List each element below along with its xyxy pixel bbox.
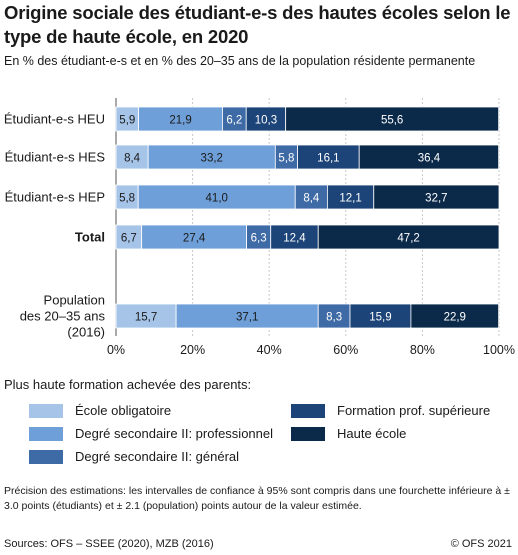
data-label: 15,9	[369, 312, 391, 324]
category-label: Étudiant-e-s HEP	[5, 190, 105, 205]
legend-swatch	[29, 449, 63, 464]
data-label: 47,2	[397, 233, 419, 245]
legend-swatch	[291, 426, 325, 441]
category-label: Étudiant-e-s HES	[5, 150, 106, 165]
data-label: 41,0	[206, 193, 228, 205]
legend-item-haute-ecole: Haute école	[291, 426, 406, 441]
bar-segment	[317, 224, 500, 250]
data-label: 5,8	[119, 193, 135, 205]
category-label: Population	[44, 293, 105, 308]
data-label: 32,7	[425, 193, 447, 205]
bar-segment	[147, 144, 276, 170]
bar-segment	[115, 303, 177, 329]
legend-item-secondaire-professionnel: Degré secondaire II: professionnel	[29, 426, 273, 441]
x-tick-label: 100%	[483, 343, 515, 357]
legend-title: Plus haute formation achevée des parents…	[4, 377, 252, 392]
legend-label: Haute école	[337, 426, 407, 441]
bar-segment	[317, 303, 351, 329]
data-label: 22,9	[444, 312, 466, 324]
stacked-bar-chart: 0% 20% 40% 60% 80% 100% Étudiant-e-s HEU Étudia…	[4, 98, 515, 357]
legend-item-secondaire-general: Degré secondaire II: général	[29, 449, 239, 464]
data-label: 10,3	[255, 115, 277, 127]
legend-label: Degré secondaire II: professionnel	[75, 426, 274, 441]
category-label: Étudiant-e-s HEU	[4, 112, 105, 127]
data-label: 36,4	[418, 153, 441, 165]
bar-segment	[285, 106, 500, 132]
bar-segment	[373, 184, 500, 210]
bar-segment	[297, 144, 360, 170]
data-label: 12,1	[339, 193, 361, 205]
x-tick-label: 80%	[410, 343, 435, 357]
legend-item-ecole-obligatoire: École obligatoire	[29, 403, 171, 418]
legend-label: Formation prof. supérieure	[337, 403, 491, 418]
bar-segment	[175, 303, 319, 329]
data-label: 16,1	[317, 153, 339, 165]
bar-segment	[270, 224, 319, 250]
data-label: 6,3	[251, 233, 267, 245]
data-label: 6,2	[226, 115, 242, 127]
data-label: 8,3	[326, 312, 342, 324]
data-label: 5,9	[119, 115, 135, 127]
legend-label: École obligatoire	[75, 403, 172, 418]
data-label: 6,7	[121, 233, 137, 245]
bar-segment	[141, 224, 248, 250]
bar-segment	[358, 144, 500, 170]
data-label: 12,4	[283, 233, 306, 245]
data-label: 33,2	[201, 153, 223, 165]
data-label: 21,9	[169, 115, 191, 127]
bar-segment	[138, 106, 223, 132]
category-label: Total	[75, 230, 105, 245]
x-tick-label: 20%	[180, 343, 205, 357]
source-text: Sources: OFS – SSEE (2020), MZB (2016)	[4, 538, 214, 550]
bar-segment	[115, 144, 149, 170]
data-label: 15,7	[135, 312, 157, 324]
bar-segment	[327, 184, 375, 210]
bar-segment	[349, 303, 412, 329]
legend-swatch	[291, 403, 325, 418]
legend-swatch	[29, 426, 63, 441]
x-tick-label: 40%	[257, 343, 282, 357]
data-label: 27,4	[183, 233, 206, 245]
copyright-text: © OFS 2021	[450, 538, 512, 550]
bar-segment	[246, 224, 272, 250]
precision-note: Précision des estimations: les intervall…	[4, 485, 510, 512]
data-label: 8,4	[124, 153, 141, 165]
data-label: 8,4	[303, 193, 320, 205]
chart-subtitle: En % des étudiant-e-s et en % des 20–35 …	[4, 54, 476, 68]
bar-segment	[245, 106, 287, 132]
bar-segment	[410, 303, 500, 329]
legend-item-formation-prof-superieure: Formation prof. supérieure	[291, 403, 490, 418]
category-label: des 20–35 ans	[20, 309, 106, 324]
legend-swatch	[29, 403, 63, 418]
chart-title: Origine sociale des étudiant-e-s des hau…	[4, 2, 511, 47]
data-label: 55,6	[381, 115, 403, 127]
category-label: (2016)	[67, 325, 105, 340]
x-tick-label: 60%	[333, 343, 358, 357]
bar-segment	[294, 184, 328, 210]
legend-label: Degré secondaire II: général	[75, 449, 240, 464]
x-tick-label: 0%	[107, 343, 125, 357]
data-label: 5,8	[278, 153, 294, 165]
data-label: 37,1	[236, 312, 258, 324]
